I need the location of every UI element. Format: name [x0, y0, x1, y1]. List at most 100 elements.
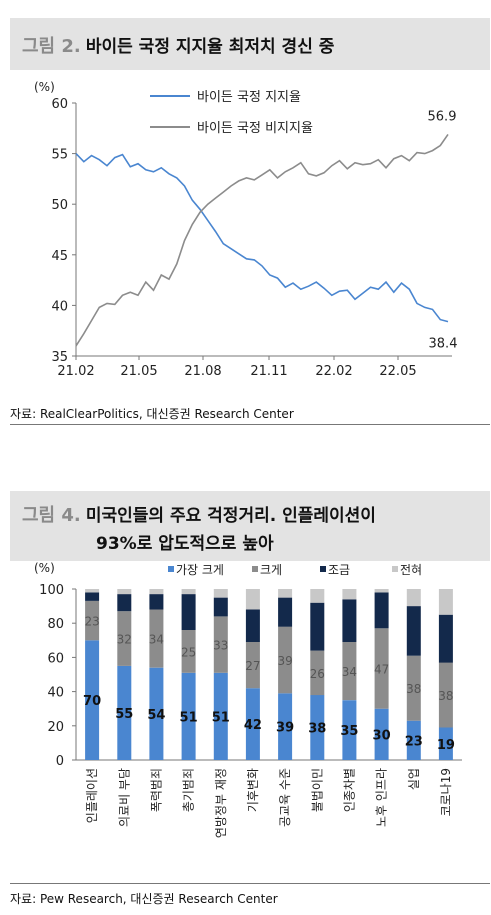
- x-category-label: 코로나19: [439, 768, 453, 816]
- bar-segment: [149, 594, 164, 610]
- legend-label: 조금: [328, 563, 350, 577]
- bar-label-high: 47: [374, 663, 389, 677]
- bar-label-most: 38: [308, 722, 326, 737]
- bar-label-most: 23: [405, 734, 423, 749]
- bar-label-high: 27: [245, 659, 260, 673]
- approval-end-label: 38.4: [429, 337, 458, 352]
- bar-label-high: 33: [213, 639, 228, 653]
- bar-segment: [213, 589, 228, 598]
- y-tick-label: 60: [51, 97, 68, 112]
- bar-label-high: 23: [84, 615, 99, 629]
- bar-segment: [85, 640, 100, 760]
- bar-segment: [406, 606, 421, 656]
- figure1-source-divider: [10, 424, 490, 425]
- bar-segment: [310, 589, 325, 603]
- bar-segment: [406, 655, 421, 721]
- x-category-label: 실업: [407, 768, 421, 790]
- bar-segment: [117, 594, 132, 612]
- bar-segment: [310, 650, 325, 696]
- x-tick-label: 21.08: [184, 364, 221, 379]
- legend-swatch: [252, 566, 258, 572]
- bar-segment: [374, 589, 389, 593]
- bar-segment: [245, 642, 260, 689]
- bar-chart-axes: (%) 0 20 40 60 80 100 인플레이션 의료비 부담 폭력범죄 총기범죄 연방정부 재…: [34, 562, 462, 838]
- x-category-label: 공교육 수준: [278, 768, 292, 827]
- bar-segment: [310, 602, 325, 651]
- x-category-label: 폭력범죄: [149, 768, 163, 812]
- approval-line: [75, 153, 449, 323]
- bar-segment: [213, 616, 228, 673]
- bar-segment: [85, 592, 100, 601]
- disapproval-end-label: 56.9: [428, 109, 457, 124]
- bar-label-high: 34: [149, 633, 164, 647]
- bar-segment: [310, 695, 325, 760]
- bar-segment: [278, 589, 293, 598]
- y-tick-label: 40: [51, 299, 68, 314]
- bar-segment: [213, 597, 228, 617]
- legend-swatch: [320, 566, 326, 572]
- figure1-source: 자료: RealClearPolitics, 대신증권 Research Cen…: [10, 407, 294, 421]
- y-unit-label: (%): [34, 80, 55, 94]
- bar-segment: [181, 630, 196, 673]
- bar-segment: [278, 693, 293, 760]
- bar-label-most: 42: [244, 718, 262, 733]
- bar-label-high: 38: [438, 689, 453, 703]
- legend-label: 가장 크게: [176, 563, 224, 577]
- bar-segment: [149, 667, 164, 760]
- bar-segment: [181, 589, 196, 595]
- x-category-label: 총기범죄: [182, 768, 196, 812]
- bar-segment: [117, 665, 132, 760]
- bar-segment: [342, 599, 357, 642]
- x-category-label: 의료비 부담: [117, 768, 131, 827]
- y-tick-label: 50: [51, 198, 68, 213]
- y-tick-label: 0: [56, 754, 64, 769]
- bar-segment: [374, 592, 389, 629]
- y-tick-label: 80: [47, 617, 64, 632]
- bar-label-most: 55: [115, 707, 133, 722]
- bar-segment: [438, 589, 453, 615]
- bar-segment: [213, 672, 228, 760]
- legend-label: 바이든 국정 비지지율: [197, 121, 313, 136]
- y-tick-label: 20: [47, 720, 64, 735]
- bar-segment: [438, 662, 453, 728]
- x-category-label: 인플레이션: [85, 768, 99, 823]
- stacked-bar-chart: (%) 0 20 40 60 80 100 인플레이션 의료비 부담 폭력범죄 총기범죄 연방정부 재…: [34, 562, 462, 838]
- figure2-source-divider: [10, 883, 490, 884]
- bar-segment: [181, 594, 196, 630]
- bar-segment: [245, 688, 260, 760]
- bar-segment: [406, 589, 421, 607]
- legend-swatch: [168, 566, 174, 572]
- figure2-source: 자료: Pew Research, 대신증권 Research Center: [10, 892, 278, 906]
- bar-label-high: 25: [181, 645, 196, 659]
- x-category-label: 불법이민: [310, 768, 324, 812]
- legend-label: 전혀: [400, 563, 422, 577]
- y-tick-label: 100: [39, 583, 64, 598]
- bar-segment: [342, 589, 357, 600]
- figure1-number: 그림 2.: [22, 36, 81, 57]
- y-tick-label: 45: [51, 249, 68, 264]
- bar-segment: [438, 727, 453, 760]
- bar-segment: [406, 720, 421, 760]
- x-category-label: 기후변화: [246, 768, 260, 812]
- x-category-label: 인종차별: [342, 768, 356, 812]
- y-tick-label: 35: [51, 350, 68, 365]
- x-tick-label: 22.05: [379, 364, 416, 379]
- bar-label-most: 35: [340, 724, 358, 739]
- bar-segment: [342, 642, 357, 701]
- disapproval-line: [75, 133, 449, 347]
- x-category-label: 노후 인프라: [375, 768, 389, 827]
- bar-label-most: 70: [83, 694, 101, 709]
- bar-segment: [438, 614, 453, 663]
- y-tick-label: 55: [51, 148, 68, 163]
- bar-segment: [117, 611, 132, 666]
- bar-chart-bars: 70 23 55 32 54 34 51 25 51 33 42 27 39 39 38 26 35 34 30 47…: [83, 589, 455, 760]
- figure2-title-line2: 93%로 압도적으로 높아: [96, 534, 274, 554]
- line-chart-series: 38.4 56.9: [75, 109, 458, 352]
- bar-segment: [149, 609, 164, 668]
- bar-label-high: 34: [342, 665, 357, 679]
- y-unit-label: (%): [34, 562, 55, 575]
- bar-segment: [85, 589, 100, 593]
- bar-segment: [374, 708, 389, 760]
- y-tick-label: 40: [47, 686, 64, 701]
